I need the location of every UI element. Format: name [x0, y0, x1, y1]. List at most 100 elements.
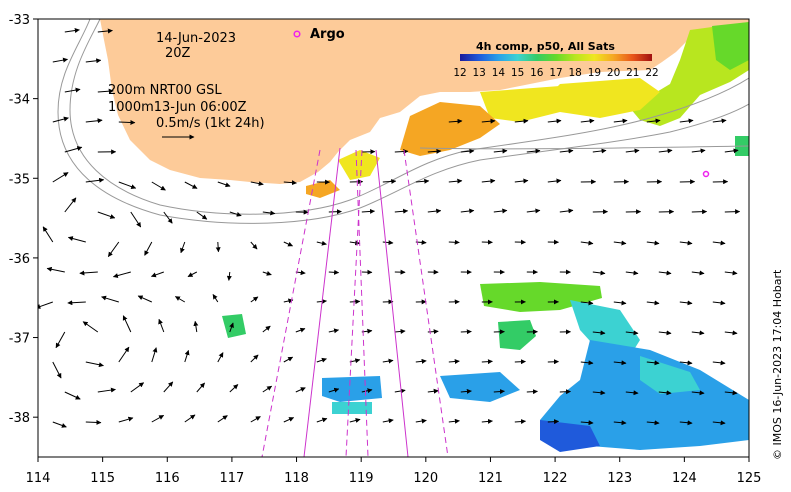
current-vector-arrow	[328, 387, 340, 393]
current-vector-arrow	[547, 178, 562, 184]
x-tick-label: 120	[413, 471, 438, 486]
argo-legend-label: Argo	[310, 27, 345, 42]
current-vector-arrow	[52, 421, 67, 428]
current-vector-arrow	[625, 390, 639, 396]
current-vector-arrow	[493, 208, 508, 214]
current-vector-arrow	[580, 240, 594, 246]
current-vector-arrow	[592, 148, 607, 154]
x-tick-label: 118	[284, 471, 309, 486]
current-vector-arrow	[250, 354, 259, 363]
current-vector-arrow	[64, 87, 81, 93]
current-vector-arrow	[724, 330, 738, 336]
current-vector-arrow	[158, 318, 165, 333]
x-tick-label: 116	[155, 471, 180, 486]
credit-label: © IMOS 16-Jun-2023 17:04 Hobart	[771, 269, 784, 460]
colorbar-title: 4h comp, p50, All Sats	[476, 40, 615, 53]
scale-note: 0.5m/s (1kt 24h)	[156, 116, 265, 131]
current-vector-arrow	[712, 118, 727, 124]
current-vector-arrow	[184, 349, 190, 363]
current-vector-arrow	[52, 172, 69, 183]
current-vector-arrow	[180, 241, 186, 254]
y-tick-label: -38	[9, 411, 30, 426]
current-vector-arrow	[481, 418, 493, 424]
current-vector-arrow	[448, 418, 460, 424]
colorbar-tick-label: 13	[473, 67, 486, 79]
y-tick-label: -35	[9, 172, 30, 187]
current-vector-arrow	[625, 270, 639, 276]
current-vector-arrow	[724, 270, 738, 276]
current-vector-arrow	[250, 181, 264, 186]
current-vector-arrow	[646, 300, 660, 306]
current-vector-arrow	[85, 58, 102, 64]
current-vector-arrow	[118, 119, 136, 125]
current-vector-arrow	[150, 271, 164, 278]
current-vector-arrow	[646, 240, 660, 246]
current-vector-arrow	[691, 390, 705, 396]
current-vector-arrow	[64, 197, 77, 213]
current-vector-arrow	[79, 270, 98, 276]
current-vector-arrow	[144, 241, 153, 256]
current-vector-arrow	[85, 419, 102, 425]
x-tick-label: 125	[737, 471, 762, 486]
current-vector-arrow	[427, 208, 442, 214]
colorbar-tick-label: 17	[549, 67, 562, 79]
current-vector-arrow	[460, 388, 472, 394]
current-vector-arrow	[382, 418, 394, 424]
satellite-tracks	[261, 147, 449, 457]
current-vector-arrow	[361, 388, 373, 394]
current-vector-arrow	[691, 148, 706, 154]
current-vector-arrow	[283, 356, 294, 363]
current-vector-arrow	[646, 118, 661, 124]
current-vector-arrow	[460, 148, 475, 154]
current-vector-arrow	[229, 211, 242, 217]
current-vector-arrow	[316, 357, 327, 363]
current-vector-arrow	[559, 148, 574, 154]
current-vector-arrow	[448, 239, 460, 245]
argo-float-marker[interactable]	[702, 170, 710, 178]
current-vector-arrow	[85, 177, 105, 183]
current-vector-arrow	[226, 271, 232, 281]
current-vector-arrow	[625, 330, 639, 336]
hour-label: 20Z	[165, 46, 191, 61]
current-vector-arrow	[193, 320, 199, 333]
current-vector-arrow	[481, 178, 496, 184]
current-vector-arrow	[52, 116, 69, 123]
current-vector-arrow	[107, 241, 120, 258]
plot-frame	[37, 18, 750, 458]
current-vector-arrow	[559, 389, 572, 395]
current-vector-arrow	[215, 241, 221, 253]
current-vector-arrow	[658, 390, 672, 396]
current-vector-arrow	[679, 360, 693, 366]
current-vector-arrow	[514, 178, 529, 184]
current-vector-arrow	[514, 118, 529, 124]
current-vector-arrow	[184, 414, 196, 423]
current-vector-arrow	[174, 296, 186, 303]
current-vector-arrow	[130, 211, 142, 228]
colorbar-tick-label: 20	[607, 67, 620, 79]
colorbar-tick-label: 21	[626, 67, 639, 79]
current-vector-arrow	[101, 295, 119, 303]
current-vector-arrow	[250, 296, 259, 303]
current-vector-arrow	[712, 240, 726, 246]
current-vector-arrow	[137, 295, 153, 303]
x-tick-label: 122	[543, 471, 568, 486]
current-vector-arrow	[64, 28, 80, 33]
current-vector-arrow	[580, 118, 595, 124]
current-vector-arrow	[691, 330, 705, 336]
current-vector-arrow	[481, 118, 496, 124]
date-label: 14-Jun-2023	[156, 31, 236, 46]
current-vector-arrow	[547, 118, 562, 124]
current-vector-arrow	[448, 118, 463, 124]
current-vector-arrow	[295, 327, 306, 333]
colorbar	[460, 54, 652, 61]
current-vector-arrow	[382, 178, 397, 184]
current-vector-arrow	[283, 241, 294, 247]
x-tick-label: 124	[672, 471, 697, 486]
y-tick-label: -36	[9, 252, 30, 267]
current-vector-arrow	[712, 300, 726, 306]
current-vector-arrow	[613, 118, 628, 124]
x-tick-label: 115	[90, 471, 115, 486]
colorbar-tick-label: 12	[453, 67, 466, 79]
current-vector-arrow	[448, 178, 463, 184]
x-tick-label: 117	[219, 471, 244, 486]
